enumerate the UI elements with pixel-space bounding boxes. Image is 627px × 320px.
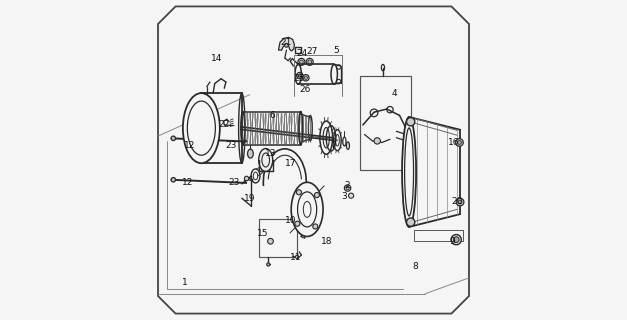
Bar (259, 219, 297, 257)
Text: 18: 18 (320, 237, 332, 246)
Text: 14: 14 (211, 53, 222, 62)
Text: 24: 24 (297, 49, 308, 58)
Circle shape (308, 60, 312, 64)
Polygon shape (158, 6, 469, 314)
Circle shape (451, 235, 461, 245)
Circle shape (171, 136, 176, 140)
Circle shape (171, 178, 176, 182)
Text: 15: 15 (257, 229, 268, 238)
Circle shape (268, 238, 273, 244)
Ellipse shape (183, 93, 220, 163)
Circle shape (245, 176, 249, 181)
Text: 17: 17 (285, 159, 297, 168)
Text: 8: 8 (413, 262, 418, 271)
Circle shape (453, 237, 459, 243)
Text: 10: 10 (285, 216, 297, 225)
Bar (360, 76, 411, 170)
Text: 12: 12 (182, 178, 193, 187)
Circle shape (349, 193, 354, 198)
Circle shape (295, 221, 300, 226)
Circle shape (298, 74, 302, 77)
Text: 25: 25 (293, 74, 305, 83)
Text: 2: 2 (344, 181, 350, 190)
Circle shape (285, 44, 288, 47)
Circle shape (458, 200, 462, 204)
Text: 4: 4 (392, 89, 398, 98)
Text: 23: 23 (225, 141, 236, 150)
Text: 3: 3 (341, 192, 347, 201)
Text: 20: 20 (451, 197, 463, 206)
Text: 23: 23 (228, 178, 240, 187)
Ellipse shape (402, 117, 416, 227)
Ellipse shape (248, 149, 253, 158)
Text: 5: 5 (333, 45, 339, 55)
Ellipse shape (346, 142, 349, 149)
Circle shape (374, 138, 381, 144)
Circle shape (266, 263, 270, 266)
Text: 12: 12 (184, 141, 195, 150)
Text: 21: 21 (281, 38, 292, 47)
Ellipse shape (259, 148, 273, 172)
Text: 16: 16 (448, 138, 460, 147)
Text: 11: 11 (290, 253, 302, 262)
Circle shape (313, 224, 318, 229)
Circle shape (346, 187, 349, 190)
Polygon shape (278, 37, 295, 51)
Text: 19: 19 (244, 194, 256, 203)
Text: 6: 6 (269, 111, 275, 120)
Text: 7: 7 (330, 141, 335, 150)
Ellipse shape (291, 182, 323, 236)
Text: 27: 27 (306, 47, 318, 56)
Text: 13: 13 (265, 149, 277, 158)
Circle shape (456, 198, 464, 206)
Circle shape (300, 60, 303, 64)
Circle shape (406, 218, 415, 226)
Text: 9: 9 (449, 237, 455, 246)
Circle shape (458, 140, 461, 144)
Bar (414, 230, 463, 241)
Text: 26: 26 (300, 85, 311, 94)
Circle shape (304, 76, 307, 79)
Circle shape (295, 255, 298, 259)
Circle shape (297, 190, 302, 195)
Circle shape (406, 118, 415, 126)
Circle shape (456, 139, 463, 146)
Circle shape (314, 193, 319, 197)
Text: 1: 1 (182, 278, 187, 287)
Text: 22: 22 (219, 120, 230, 130)
